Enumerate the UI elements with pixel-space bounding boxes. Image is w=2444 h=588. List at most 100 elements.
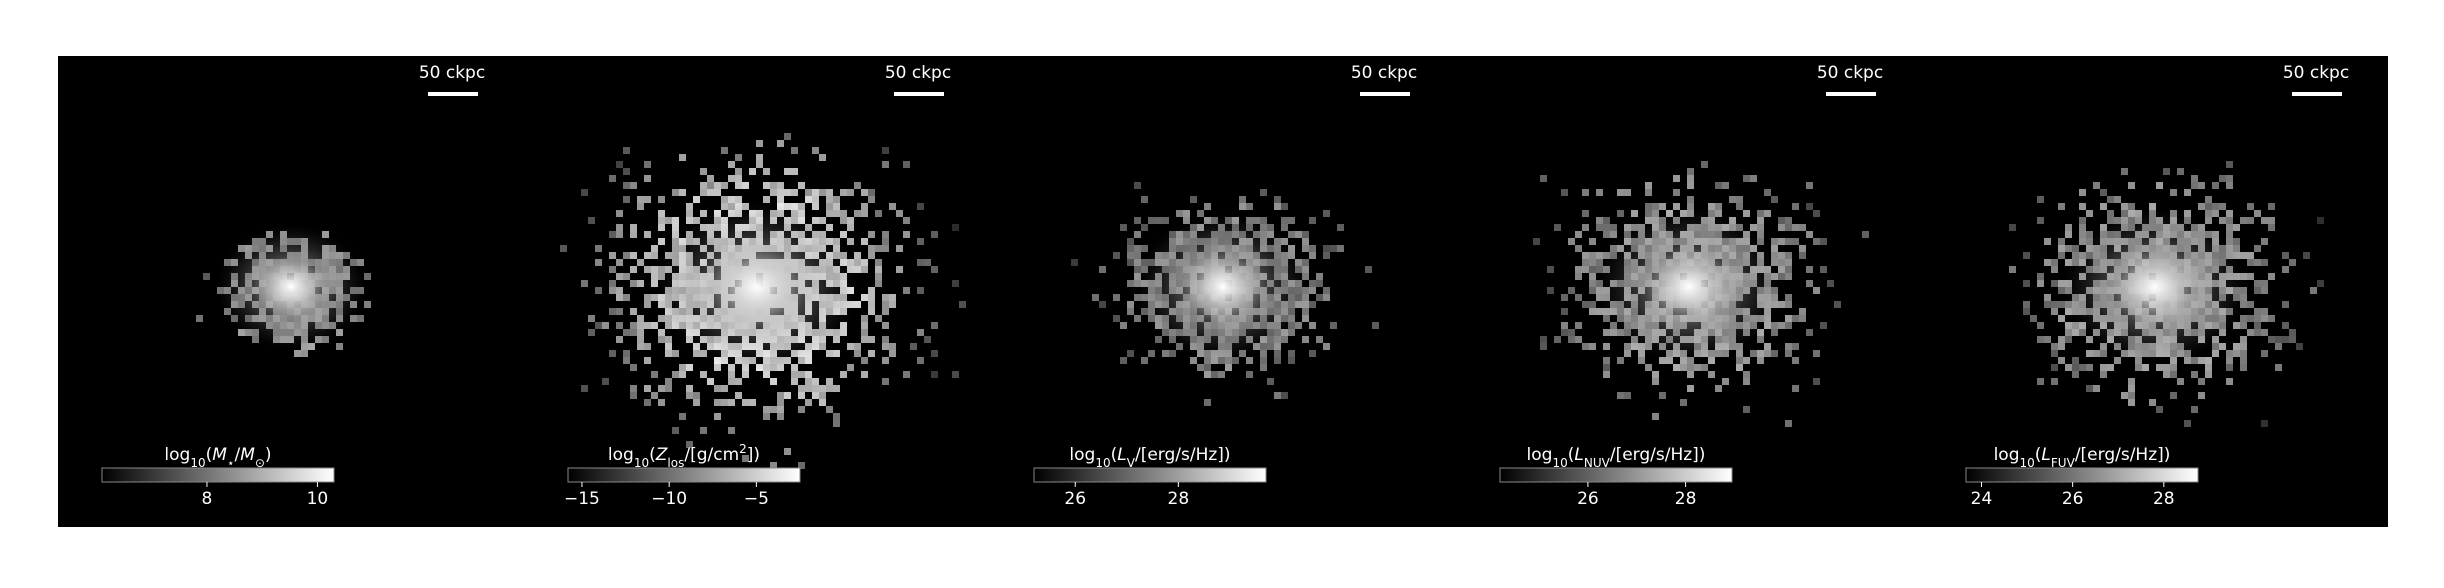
- pixel: [1617, 392, 1624, 399]
- pixel: [1785, 301, 1792, 308]
- pixel: [1148, 217, 1155, 224]
- pixel: [1323, 287, 1330, 294]
- pixel: [714, 182, 721, 189]
- pixel: [1295, 322, 1302, 329]
- pixel: [833, 203, 840, 210]
- pixel: [763, 182, 770, 189]
- pixel: [2191, 371, 2198, 378]
- pixel: [1603, 343, 1610, 350]
- pixel: [686, 392, 693, 399]
- pixel: [1575, 336, 1582, 343]
- pixel: [1260, 357, 1267, 364]
- pixel: [2226, 231, 2233, 238]
- pixel: [1309, 350, 1316, 357]
- pixel: [2121, 203, 2128, 210]
- pixel: [1316, 294, 1323, 301]
- pixel: [1274, 357, 1281, 364]
- scale-bar-label: 50 ckpc: [1817, 63, 1883, 83]
- pixel: [609, 350, 616, 357]
- colorbar-tick-label: −15: [564, 489, 600, 509]
- pixel: [1155, 217, 1162, 224]
- pixel: [679, 189, 686, 196]
- pixel: [1736, 196, 1743, 203]
- pixel: [581, 385, 588, 392]
- pixel: [1603, 224, 1610, 231]
- pixel: [1757, 357, 1764, 364]
- pixel: [1323, 245, 1330, 252]
- pixel: [1771, 252, 1778, 259]
- pixel: [1316, 336, 1323, 343]
- pixel: [2198, 392, 2205, 399]
- pixel: [1722, 378, 1729, 385]
- pixel: [2058, 203, 2065, 210]
- pixel: [644, 196, 651, 203]
- pixel: [2261, 280, 2268, 287]
- pixel: [1785, 343, 1792, 350]
- pixel: [917, 329, 924, 336]
- pixel: [2240, 322, 2247, 329]
- pixel: [875, 315, 882, 322]
- pixel: [1204, 364, 1211, 371]
- pixel: [1225, 364, 1232, 371]
- pixel: [2254, 245, 2261, 252]
- pixel: [1575, 294, 1582, 301]
- pixel: [1757, 224, 1764, 231]
- pixel: [1624, 392, 1631, 399]
- colorbar-tick-label: 8: [202, 489, 213, 509]
- pixel: [630, 252, 637, 259]
- label-part: /[erg/s/Hz]): [1610, 445, 1706, 465]
- pixel: [1232, 357, 1239, 364]
- pixel: [1813, 378, 1820, 385]
- pixel: [1246, 371, 1253, 378]
- pixel: [1778, 252, 1785, 259]
- pixel: [1288, 231, 1295, 238]
- pixel: [1127, 308, 1134, 315]
- pixel: [672, 427, 679, 434]
- pixel: [847, 343, 854, 350]
- pixel: [1778, 259, 1785, 266]
- pixel: [364, 301, 371, 308]
- pixel: [1561, 294, 1568, 301]
- pixel: [833, 385, 840, 392]
- colorbar-label: log10(M⋆/M⊙): [164, 445, 271, 470]
- label-part: log: [608, 445, 634, 465]
- pixel: [826, 406, 833, 413]
- colorbar-label: log10(LV/[erg/s/Hz]): [1069, 445, 1230, 470]
- pixel: [826, 224, 833, 231]
- pixel: [756, 161, 763, 168]
- pixel: [924, 259, 931, 266]
- pixel: [861, 294, 868, 301]
- pixel: [2219, 343, 2226, 350]
- pixel: [1260, 350, 1267, 357]
- pixel: [2163, 371, 2170, 378]
- pixel: [805, 378, 812, 385]
- scale-bar: [894, 92, 944, 96]
- pixel: [1596, 252, 1603, 259]
- pixel: [2058, 287, 2065, 294]
- pixel: [1239, 196, 1246, 203]
- pixel: [1687, 385, 1694, 392]
- pixel: [294, 350, 301, 357]
- pixel: [847, 224, 854, 231]
- pixel: [2149, 399, 2156, 406]
- pixel: [861, 210, 868, 217]
- pixel: [889, 203, 896, 210]
- pixel: [903, 371, 910, 378]
- colorbar: [567, 467, 801, 483]
- pixel: [2261, 315, 2268, 322]
- pixel: [819, 189, 826, 196]
- pixel: [700, 371, 707, 378]
- pixel: [2044, 238, 2051, 245]
- pixel: [2268, 203, 2275, 210]
- pixel: [2247, 329, 2254, 336]
- pixel: [798, 392, 805, 399]
- pixel: [812, 392, 819, 399]
- pixel: [644, 175, 651, 182]
- pixel: [2114, 357, 2121, 364]
- pixel: [805, 399, 812, 406]
- pixel: [1645, 189, 1652, 196]
- pixel: [1785, 238, 1792, 245]
- pixel: [833, 420, 840, 427]
- pixel: [1785, 266, 1792, 273]
- pixel: [791, 378, 798, 385]
